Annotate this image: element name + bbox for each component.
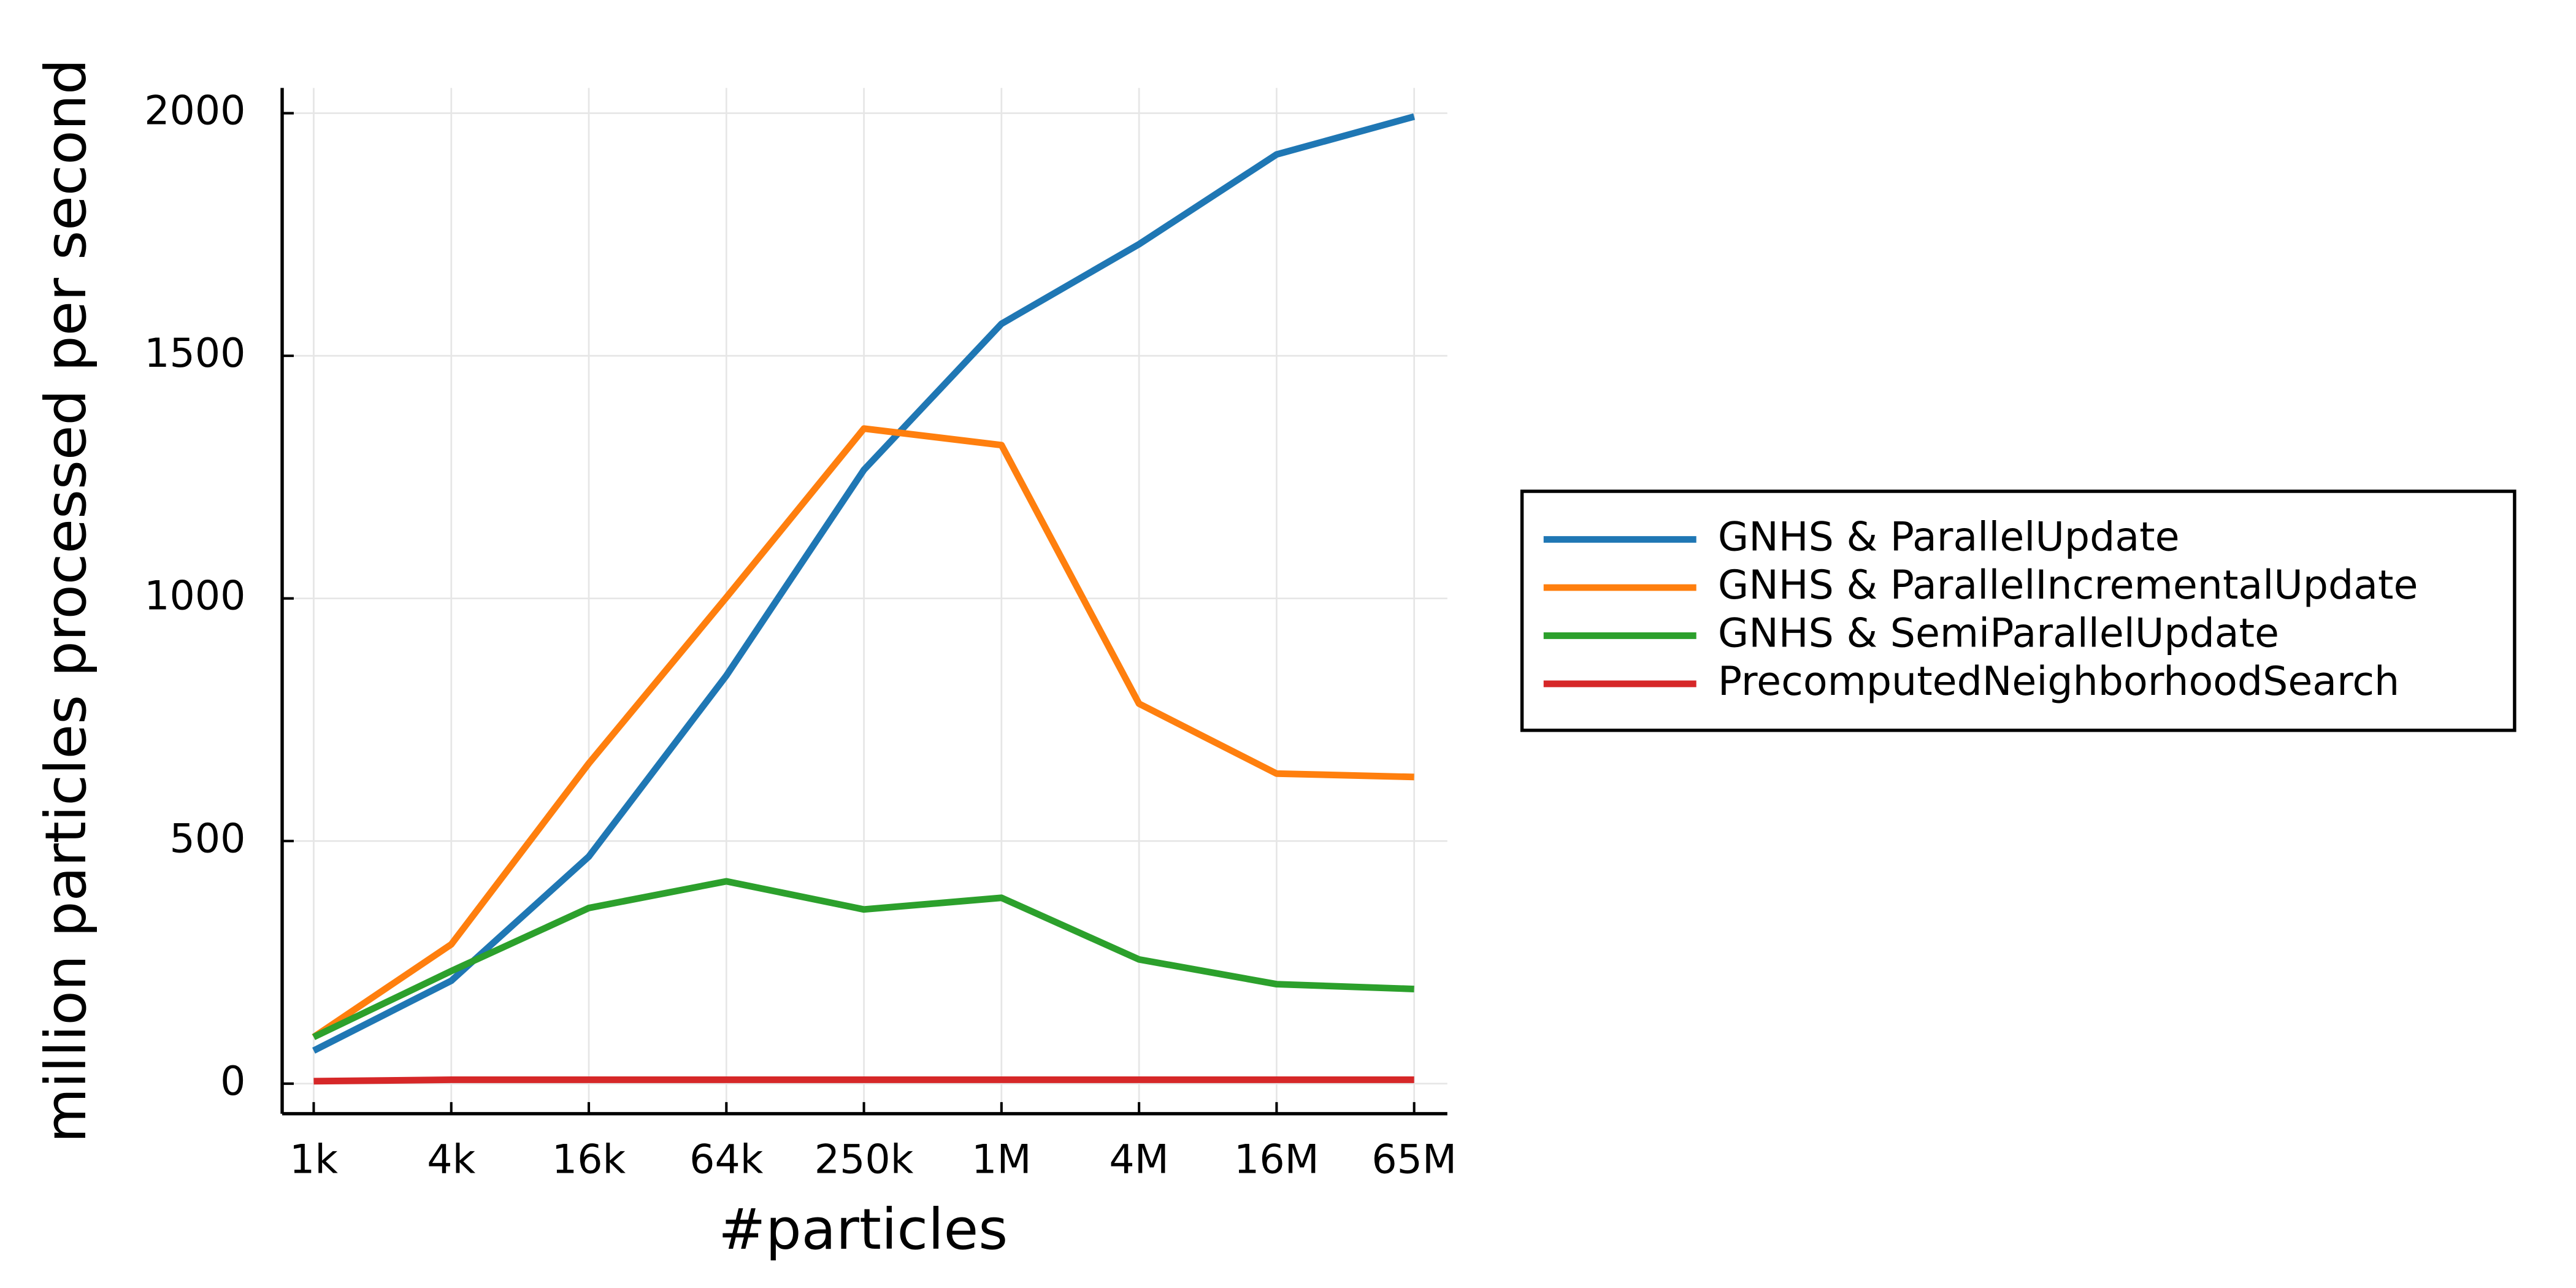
x-tick-label: 1k (289, 1137, 338, 1183)
series-line (312, 113, 1416, 1054)
series-line (313, 1076, 1414, 1085)
y-tick-label: 1500 (144, 331, 245, 377)
x-tick-label: 4M (1109, 1137, 1168, 1183)
x-tick-label: 1M (972, 1137, 1031, 1183)
x-tick-label: 16k (552, 1137, 626, 1183)
x-tick-label: 250k (815, 1137, 914, 1183)
legend-label: GNHS & ParallelUpdate (1718, 515, 2180, 561)
x-tick-label: 4k (427, 1137, 475, 1183)
y-tick-label: 500 (170, 816, 246, 862)
series-line (312, 878, 1414, 1040)
y-axis-label: million particles processed per second (33, 59, 99, 1143)
plot-lines (312, 113, 1416, 1085)
legend-label: GNHS & SemiParallelUpdate (1718, 611, 2279, 657)
x-tick-label: 65M (1371, 1137, 1457, 1183)
legend-box (1520, 489, 2517, 732)
y-tick-label: 2000 (144, 88, 245, 134)
y-tick-label: 0 (220, 1059, 245, 1105)
legend-label: PrecomputedNeighborhoodSearch (1718, 659, 2399, 705)
series-line (312, 425, 1414, 1040)
x-axis-label: #particles (718, 1197, 1008, 1262)
x-tick-label: 16M (1234, 1137, 1319, 1183)
x-tick-label: 64k (689, 1137, 764, 1183)
grid (282, 88, 1447, 1114)
y-tick-label: 1000 (144, 573, 245, 619)
legend-label: GNHS & ParallelIncrementalUpdate (1718, 562, 2418, 608)
